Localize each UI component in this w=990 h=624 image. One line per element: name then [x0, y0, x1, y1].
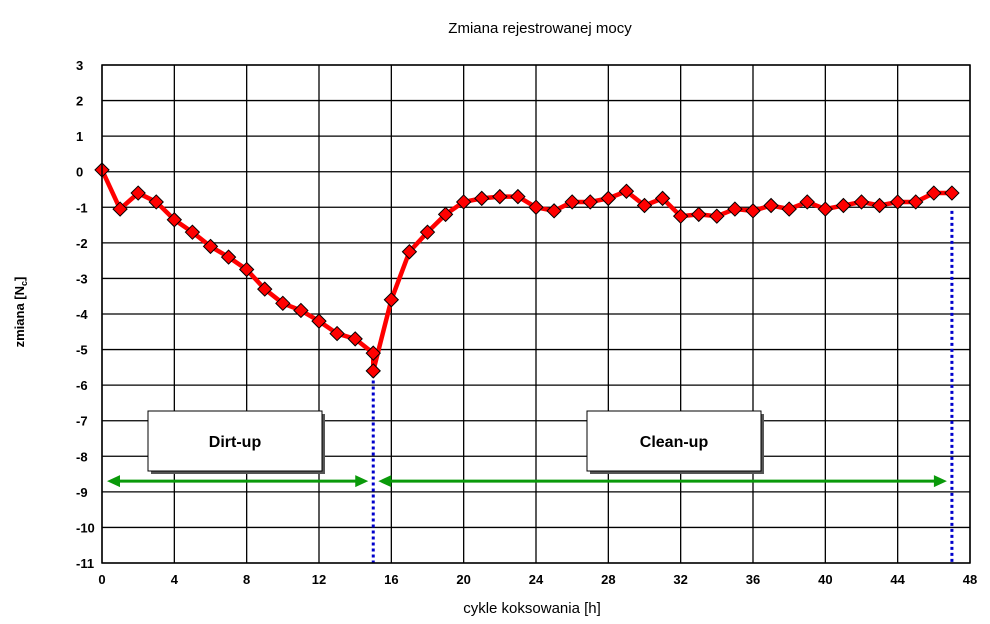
data-point-marker — [130, 185, 146, 201]
y-tick-label: 2 — [76, 94, 83, 109]
data-point-marker — [853, 194, 870, 210]
data-point-marker — [365, 363, 381, 379]
data-point-marker — [926, 185, 942, 201]
data-point-marker — [817, 201, 834, 217]
data-point-marker — [419, 224, 436, 240]
data-point-marker — [184, 224, 201, 240]
data-point-marker — [781, 201, 797, 217]
data-point-marker — [889, 194, 906, 210]
x-tick-label: 8 — [243, 572, 250, 587]
data-point-marker — [202, 238, 219, 255]
data-point-marker — [618, 183, 635, 199]
data-point-marker — [238, 261, 255, 278]
data-point-marker — [329, 325, 345, 342]
x-tick-label: 20 — [456, 572, 470, 587]
data-point-marker — [871, 197, 888, 214]
y-tick-label: -5 — [76, 343, 88, 358]
y-tick-labels: 3 2 1 0 -1 -2 -3 -4 -5 -6 -7 -8 -9 -10 -11 — [76, 58, 95, 571]
data-point-marker — [944, 185, 960, 201]
data-point-marker — [112, 201, 128, 217]
data-point-marker — [582, 194, 598, 210]
x-tick-label: 40 — [818, 572, 832, 587]
y-axis-label-subscript: c — [19, 281, 29, 286]
data-point-marker — [347, 331, 363, 347]
data-point-marker — [148, 194, 164, 210]
range-arrow-head-right — [933, 475, 947, 488]
y-tick-label: 3 — [76, 58, 83, 73]
data-point-marker — [311, 313, 327, 329]
x-tick-label: 12 — [312, 572, 326, 587]
y-tick-label: -4 — [76, 307, 88, 322]
x-tick-label: 32 — [673, 572, 687, 587]
data-point-marker — [220, 249, 237, 265]
data-point-marker — [383, 292, 400, 308]
series-group — [94, 162, 960, 379]
x-tick-label: 44 — [890, 572, 905, 587]
y-tick-label: -3 — [76, 271, 88, 286]
range-arrow-head-left — [107, 475, 120, 488]
data-point-marker — [564, 194, 580, 210]
data-point-marker — [636, 197, 653, 214]
y-axis-label-main: zmiana [N — [12, 286, 27, 347]
range-arrow-head-left — [378, 475, 392, 488]
y-tick-label: -11 — [76, 556, 94, 571]
data-point-marker — [763, 197, 779, 214]
annotation-label: Clean-up — [640, 434, 709, 451]
data-point-marker — [437, 206, 454, 223]
y-tick-label: -6 — [76, 378, 88, 393]
data-point-marker — [257, 281, 273, 297]
data-point-marker — [293, 302, 309, 319]
x-tick-label: 36 — [746, 572, 760, 587]
x-tick-label: 28 — [601, 572, 615, 587]
data-point-marker — [365, 345, 381, 361]
y-tick-label: -8 — [76, 449, 88, 464]
annotation-label: Dirt-up — [209, 434, 262, 451]
y-tick-label: -1 — [76, 200, 88, 215]
data-point-marker — [745, 203, 761, 219]
y-tick-label: -2 — [76, 236, 88, 251]
data-point-marker — [908, 194, 924, 210]
x-tick-labels: 0 4 8 12 16 20 24 28 32 36 40 44 48 — [98, 572, 977, 587]
data-point-marker — [691, 206, 707, 223]
data-point-marker — [528, 199, 544, 215]
data-point-marker — [835, 197, 852, 214]
range-arrow-head-right — [355, 475, 369, 488]
data-point-marker — [672, 208, 689, 224]
data-point-marker — [799, 194, 815, 210]
annotation-box — [586, 410, 762, 472]
x-tick-label: 0 — [98, 572, 105, 587]
data-point-marker — [600, 190, 617, 207]
data-point-marker — [727, 201, 743, 217]
plot-area-border — [101, 64, 971, 564]
data-point-marker — [166, 212, 183, 228]
phase-annotations: Dirt-up Clean-up — [107, 210, 954, 563]
data-point-marker — [401, 244, 418, 260]
y-tick-label: -10 — [76, 520, 95, 535]
x-tick-label: 4 — [171, 572, 179, 587]
x-tick-label: 48 — [963, 572, 977, 587]
data-point-marker — [510, 188, 526, 205]
y-tick-label: -9 — [76, 485, 88, 500]
y-axis-label-end: ] — [12, 277, 27, 281]
data-point-marker — [474, 190, 490, 207]
y-tick-label: -7 — [76, 414, 88, 429]
x-axis-label: cykle koksowania [h] — [463, 600, 601, 617]
data-point-marker — [455, 194, 472, 210]
annotation-box — [147, 410, 323, 472]
y-tick-label: 1 — [76, 129, 83, 144]
chart-title: Zmiana rejestrowanej mocy — [448, 20, 632, 37]
data-point-marker — [546, 203, 562, 219]
data-point-marker — [275, 295, 291, 312]
series-line — [99, 168, 952, 374]
data-point-marker — [709, 208, 725, 224]
y-tick-label: 0 — [76, 165, 83, 180]
data-point-marker — [654, 190, 671, 207]
x-tick-label: 24 — [529, 572, 544, 587]
grid-lines — [101, 64, 971, 564]
y-axis-label: zmiana [Nc] — [12, 277, 29, 348]
x-tick-label: 16 — [384, 572, 398, 587]
data-point-marker — [492, 188, 508, 205]
